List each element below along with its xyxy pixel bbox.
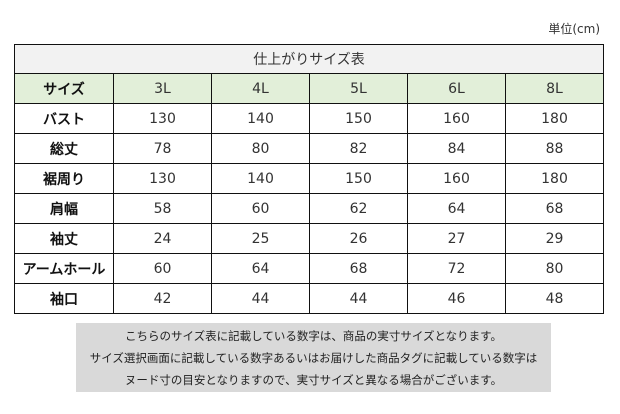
cell: 140 (211, 163, 310, 194)
table-title: 仕上がりサイズ表 (14, 44, 604, 74)
header-6l: 6L (407, 73, 506, 104)
cell: 150 (309, 163, 408, 194)
cell: 64 (211, 253, 310, 284)
row-label: 袖丈 (14, 223, 114, 254)
table-header-row: サイズ 3L 4L 5L 6L 8L (14, 73, 604, 104)
cell: 44 (309, 283, 408, 314)
header-8l: 8L (505, 73, 604, 104)
cell: 42 (113, 283, 212, 314)
table-title-row: 仕上がりサイズ表 (14, 44, 604, 74)
table-row: アームホール 60 64 68 72 80 (14, 253, 604, 284)
cell: 62 (309, 193, 408, 224)
cell: 60 (113, 253, 212, 284)
note-line: こちらのサイズ表に記載している数字は、商品の実寸サイズとなります。 (125, 328, 502, 343)
cell: 130 (113, 163, 212, 194)
header-size-label: サイズ (14, 73, 114, 104)
cell: 180 (505, 163, 604, 194)
unit-label: 単位(cm) (548, 22, 600, 36)
note-box: こちらのサイズ表に記載している数字は、商品の実寸サイズとなります。 サイズ選択画… (76, 323, 551, 392)
cell: 58 (113, 193, 212, 224)
cell: 160 (407, 103, 506, 134)
cell: 64 (407, 193, 506, 224)
cell: 27 (407, 223, 506, 254)
cell: 29 (505, 223, 604, 254)
table-row: 袖丈 24 25 26 27 29 (14, 223, 604, 254)
cell: 82 (309, 133, 408, 164)
cell: 130 (113, 103, 212, 134)
cell: 25 (211, 223, 310, 254)
cell: 150 (309, 103, 408, 134)
cell: 160 (407, 163, 506, 194)
table-row: 総丈 78 80 82 84 88 (14, 133, 604, 164)
note-line: ヌード寸の目安となりますので、実寸サイズと異なる場合がございます。 (124, 372, 503, 387)
table-row: 肩幅 58 60 62 64 68 (14, 193, 604, 224)
size-chart-table: 仕上がりサイズ表 サイズ 3L 4L 5L 6L 8L バスト 130 140 … (14, 44, 604, 314)
cell: 68 (309, 253, 408, 284)
cell: 80 (505, 253, 604, 284)
cell: 84 (407, 133, 506, 164)
cell: 78 (113, 133, 212, 164)
header-5l: 5L (309, 73, 408, 104)
row-label: 総丈 (14, 133, 114, 164)
cell: 72 (407, 253, 506, 284)
cell: 180 (505, 103, 604, 134)
cell: 44 (211, 283, 310, 314)
table-row: 裾周り 130 140 150 160 180 (14, 163, 604, 194)
cell: 68 (505, 193, 604, 224)
row-label: バスト (14, 103, 114, 134)
cell: 60 (211, 193, 310, 224)
note-line: サイズ選択画面に記載している数字あるいはお届けした商品タグに記載している数字は (89, 350, 538, 365)
cell: 140 (211, 103, 310, 134)
row-label: アームホール (14, 253, 114, 284)
table-row: バスト 130 140 150 160 180 (14, 103, 604, 134)
cell: 26 (309, 223, 408, 254)
table-row: 袖口 42 44 44 46 48 (14, 283, 604, 314)
cell: 80 (211, 133, 310, 164)
cell: 88 (505, 133, 604, 164)
header-3l: 3L (113, 73, 212, 104)
cell: 24 (113, 223, 212, 254)
row-label: 裾周り (14, 163, 114, 194)
cell: 48 (505, 283, 604, 314)
row-label: 肩幅 (14, 193, 114, 224)
row-label: 袖口 (14, 283, 114, 314)
header-4l: 4L (211, 73, 310, 104)
cell: 46 (407, 283, 506, 314)
